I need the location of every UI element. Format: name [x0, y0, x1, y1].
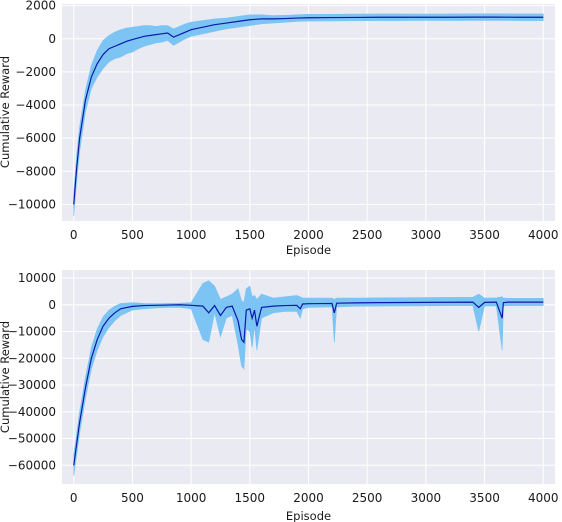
- mean-line: [73, 301, 544, 466]
- x-tick-label: 4000: [528, 228, 559, 242]
- x-tick-label: 3500: [469, 228, 500, 242]
- y-axis-label: Cumulative Reward: [0, 321, 12, 433]
- x-tick-label: 2000: [293, 228, 324, 242]
- x-tick-label: 1000: [176, 228, 207, 242]
- x-tick-label: 4000: [528, 491, 559, 505]
- y-tick-label: −40000: [8, 405, 56, 419]
- y-tick-label: −60000: [8, 458, 56, 472]
- x-tick-label: 0: [70, 228, 78, 242]
- x-tick-label: 500: [121, 491, 144, 505]
- y-tick-label: −30000: [8, 378, 56, 392]
- range-band: [73, 13, 544, 217]
- y-tick-label: −50000: [8, 432, 56, 446]
- y-tick-label: −4000: [15, 98, 56, 112]
- range-band: [73, 280, 544, 477]
- x-tick-label: 500: [121, 228, 144, 242]
- x-tick-label: 2000: [293, 491, 324, 505]
- chart-episode-reward-top: 0 500 1000 1500 2000 2500 3000 3500 4000 −10000 −8…: [0, 0, 559, 257]
- y-tick-label: 0: [48, 32, 56, 46]
- y-tick-label: −2000: [15, 65, 56, 79]
- y-axis-label: Cumulative Reward: [0, 56, 12, 168]
- chart-episode-reward-bottom: 0 500 1000 1500 2000 2500 3000 3500 4000 −60000 −5…: [0, 270, 559, 522]
- x-tick-label: 2500: [352, 228, 383, 242]
- y-tick-label: 10000: [18, 271, 56, 285]
- x-tick-label: 0: [70, 491, 78, 505]
- x-axis-label: Episode: [286, 509, 331, 522]
- y-tick-label: −6000: [15, 131, 56, 145]
- x-axis-label: Episode: [286, 243, 331, 257]
- x-tick-label: 3500: [469, 491, 500, 505]
- x-tick-label: 1000: [176, 491, 207, 505]
- x-tick-label: 2500: [352, 491, 383, 505]
- x-tick-label: 1500: [235, 491, 266, 505]
- y-tick-label: −20000: [8, 351, 56, 365]
- y-tick-label: 0: [48, 298, 56, 312]
- x-tick-label: 1500: [235, 228, 266, 242]
- y-tick-label: 2000: [25, 0, 56, 13]
- y-tick-label: −8000: [15, 164, 56, 178]
- y-tick-label: −10000: [8, 197, 56, 211]
- y-tick-label: −10000: [8, 325, 56, 339]
- x-tick-label: 3000: [411, 491, 442, 505]
- x-tick-label: 3000: [411, 228, 442, 242]
- mean-line: [73, 16, 544, 205]
